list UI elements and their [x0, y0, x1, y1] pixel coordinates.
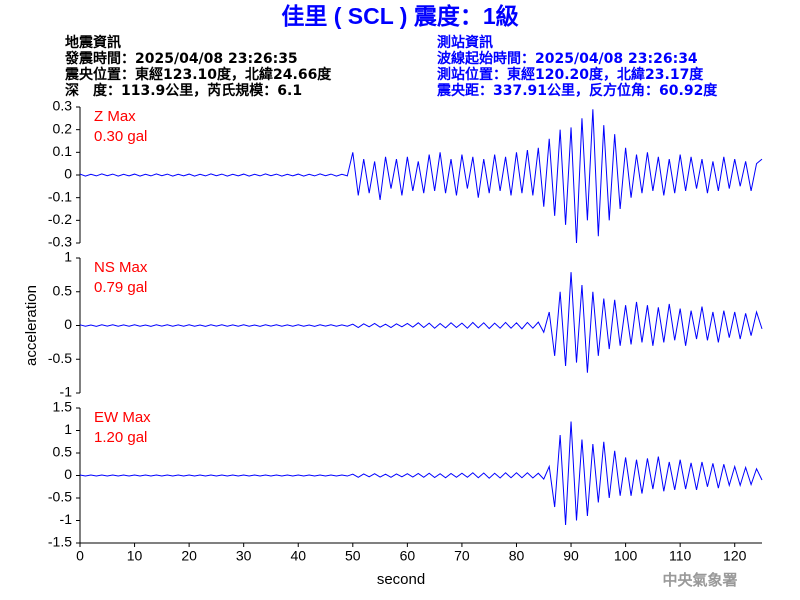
x-tick-label: 30	[236, 548, 252, 564]
waveform	[79, 272, 763, 373]
y-tick-label: -1	[60, 384, 73, 400]
y-tick-label: 1.5	[53, 399, 73, 415]
x-tick-label: 10	[127, 548, 143, 564]
waveform	[79, 421, 763, 526]
info-line: 發震時間：2025/04/08 23:26:35	[64, 50, 298, 67]
footer: 中央氣象署	[662, 571, 737, 589]
title: 佳里 ( SCL ) 震度：1級	[281, 3, 518, 29]
y-tick-label: 1	[64, 249, 72, 265]
y-tick-label: 0.3	[53, 98, 73, 114]
y-tick-label: 0	[64, 316, 72, 332]
y-axis-label: acceleration	[23, 285, 40, 366]
x-tick-label: 100	[614, 548, 638, 564]
x-tick-label: 70	[454, 548, 470, 564]
x-axis-label: second	[377, 571, 425, 588]
x-tick-label: 20	[181, 548, 197, 564]
y-tick-label: -1	[60, 511, 73, 527]
y-tick-label: -0.1	[48, 188, 72, 204]
info-line: 波線起始時間：2025/04/08 23:26:34	[437, 50, 698, 67]
y-tick-label: 0.1	[53, 143, 73, 159]
x-tick-label: 120	[723, 548, 747, 564]
y-tick-label: 1	[64, 421, 72, 437]
y-tick-label: 0	[64, 166, 72, 182]
info-line: 測站資訊	[437, 34, 493, 51]
x-tick-label: 40	[290, 548, 306, 564]
info-line: 測站位置：東經120.20度，北緯23.17度	[437, 66, 704, 83]
annotation: Z Max	[94, 108, 136, 125]
y-tick-label: -1.5	[48, 534, 72, 550]
y-tick-label: -0.5	[48, 350, 72, 366]
y-tick-label: 0.5	[53, 282, 73, 298]
annotation: EW Max	[94, 409, 151, 426]
x-tick-label: 80	[509, 548, 525, 564]
x-tick-label: 110	[669, 548, 692, 564]
waveform	[79, 109, 763, 244]
annotation: 1.20 gal	[94, 429, 147, 446]
y-tick-label: 0	[64, 466, 72, 482]
info-line: 震央位置：東經123.10度，北緯24.66度	[64, 66, 332, 83]
annotation: 0.79 gal	[94, 279, 147, 296]
y-tick-label: -0.2	[48, 211, 72, 227]
info-line: 震央距：337.91公里，反方位角：60.92度	[436, 82, 718, 99]
x-tick-label: 0	[76, 548, 84, 564]
x-tick-label: 90	[563, 548, 579, 564]
x-tick-label: 60	[400, 548, 416, 564]
info-line: 地震資訊	[65, 34, 121, 51]
annotation: 0.30 gal	[94, 128, 147, 145]
annotation: NS Max	[94, 259, 148, 276]
y-tick-label: 0.5	[53, 444, 73, 460]
x-tick-label: 50	[345, 548, 361, 564]
y-tick-label: -0.5	[48, 489, 72, 505]
y-tick-label: 0.2	[53, 120, 73, 136]
info-line: 深 度：113.9公里，芮氏規模：6.1	[65, 82, 302, 99]
y-tick-label: -0.3	[48, 234, 72, 250]
